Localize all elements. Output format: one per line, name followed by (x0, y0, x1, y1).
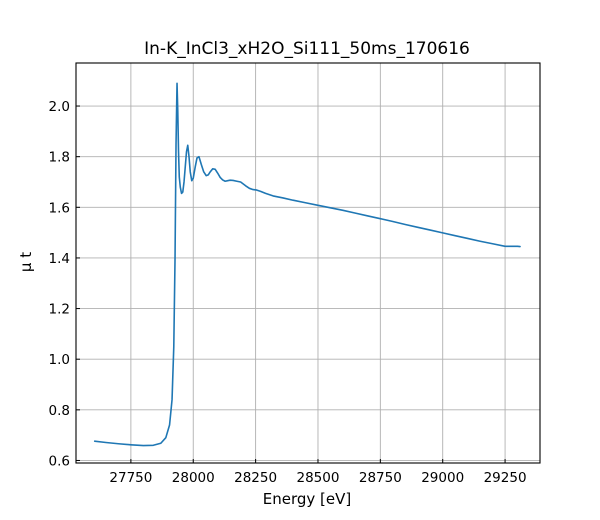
y-tick-label: 1.4 (49, 251, 70, 267)
y-tick-label: 1.6 (49, 200, 70, 216)
plot-area (93, 82, 521, 447)
x-tick-label: 29250 (484, 470, 527, 486)
x-axis: 27750 28000 28250 28500 28750 29000 29250 (109, 459, 527, 486)
y-tick-label: 0.8 (49, 403, 70, 419)
y-tick-label: 1.2 (49, 302, 70, 318)
x-tick-label: 29000 (421, 470, 464, 486)
x-tick-label: 27750 (109, 470, 152, 486)
grid (76, 63, 540, 463)
x-axis-label: Energy [eV] (263, 490, 351, 508)
chart-title: In-K_InCl3_xH2O_Si111_50ms_170616 (144, 39, 470, 59)
y-tick-label: 1.0 (49, 352, 70, 368)
y-tick-label: 1.8 (49, 150, 70, 166)
y-tick-label: 2.0 (49, 99, 70, 115)
x-tick-label: 28750 (359, 470, 402, 486)
series-line (93, 82, 521, 447)
y-tick-label: 0.6 (49, 453, 70, 469)
x-tick-label: 28500 (297, 470, 340, 486)
y-axis-label: μ t (17, 252, 35, 272)
plot-frame (75, 62, 541, 464)
y-axis: 0.6 0.8 1.0 1.2 1.4 1.6 1.8 2.0 (49, 99, 80, 469)
x-tick-label: 28250 (234, 470, 277, 486)
x-tick-label: 28000 (172, 470, 215, 486)
